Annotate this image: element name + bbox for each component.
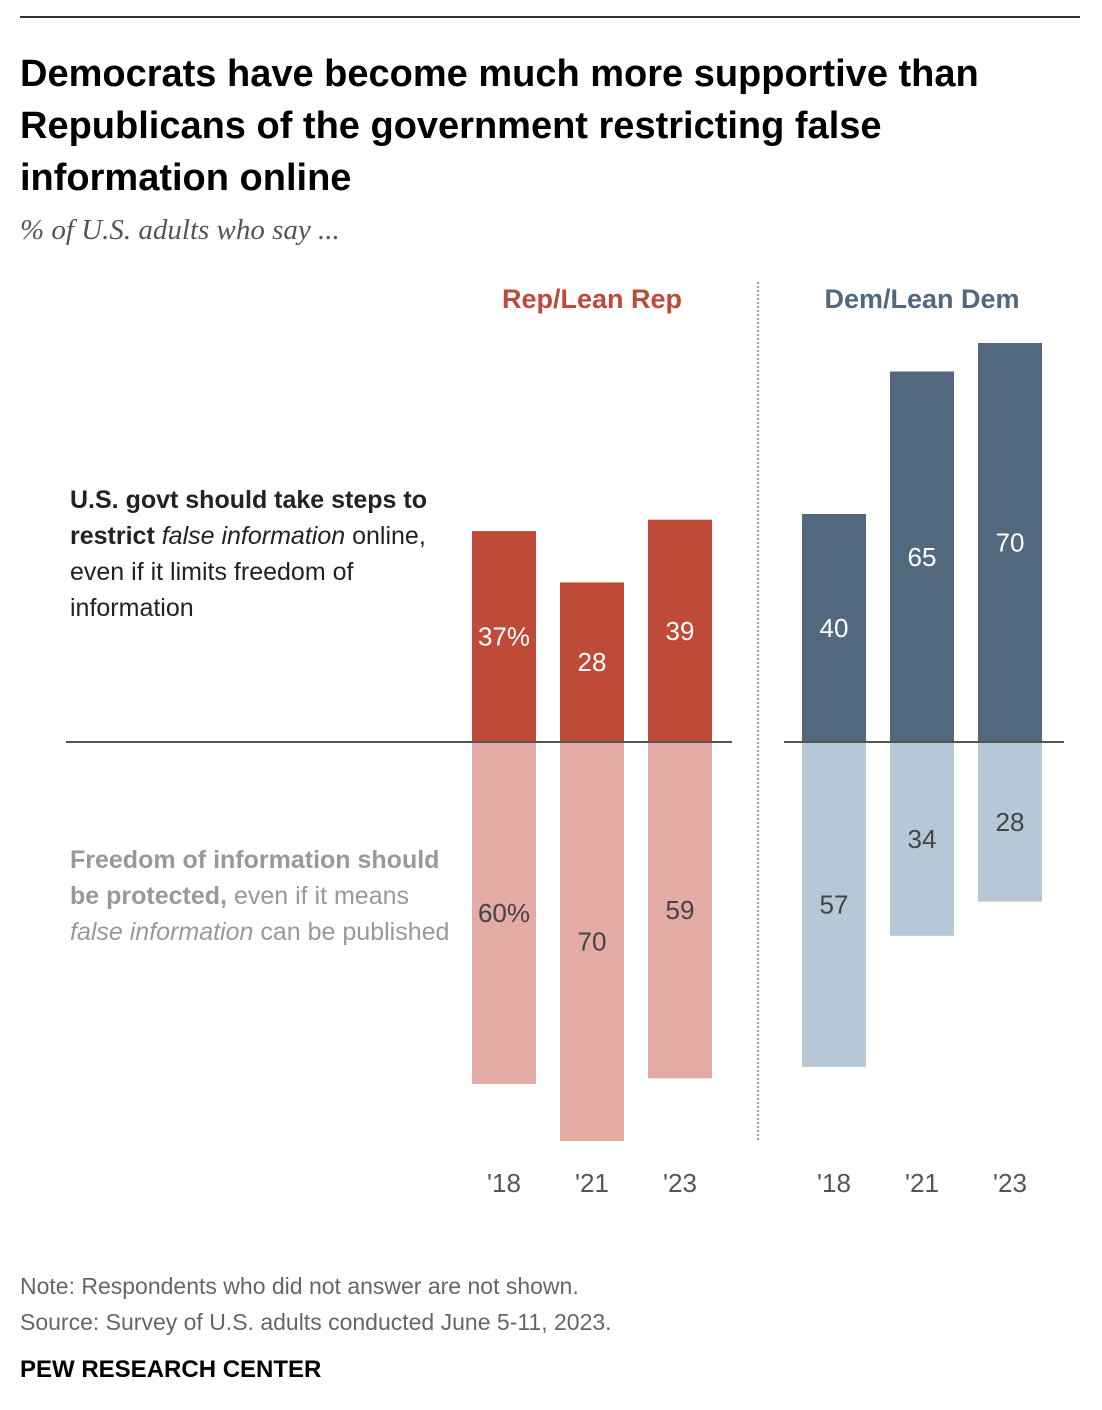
dem-x-tick-label-1: '21 — [905, 1168, 939, 1198]
dem-upper-bar-2 — [978, 343, 1042, 742]
dem-lower-bar-2 — [978, 742, 1042, 902]
rep-upper-value-label-2: 39 — [666, 616, 695, 646]
lower-label-part-1: Freedom of information should be protect… — [70, 846, 440, 910]
lower-series-label: Freedom of information should be protect… — [70, 842, 460, 950]
upper-label-part-3: online, even if it limits freedom of inf… — [70, 522, 426, 622]
rep-lower-value-label-0: 60% — [478, 898, 530, 928]
upper-label-part-1: U.S. govt should take steps to restrict — [70, 486, 427, 550]
dem-lower-bar-0 — [802, 742, 866, 1067]
dem-upper-value-label-0: 40 — [820, 613, 849, 643]
rep-upper-bar-2 — [648, 519, 712, 742]
lower-label-part-4: can be published — [260, 918, 450, 946]
rep-upper-bar-0 — [472, 531, 536, 742]
dem-x-tick-label-0: '18 — [817, 1168, 851, 1198]
dem-lower-value-label-0: 57 — [820, 889, 849, 919]
footnote: Note: Respondents who did not answer are… — [20, 1268, 612, 1340]
brand-logo-text: PEW RESEARCH CENTER — [20, 1356, 322, 1383]
upper-series-label: U.S. govt should take steps to restrict … — [70, 482, 460, 626]
chart-title: Democrats have become much more supporti… — [20, 53, 979, 199]
group-label-rep: Rep/Lean Rep — [501, 284, 683, 314]
dem-x-tick-label-2: '23 — [993, 1168, 1027, 1198]
rep-upper-value-label-1: 28 — [578, 647, 607, 677]
dem-lower-value-label-1: 34 — [908, 824, 937, 854]
upper-label-part-2: false information — [161, 522, 346, 550]
source-text: Source: Survey of U.S. adults conducted … — [20, 1309, 612, 1335]
rep-upper-bar-1 — [560, 582, 624, 742]
group-label-dem: Dem/Lean Dem — [824, 284, 1020, 314]
lower-label-part-2: even if it means — [233, 882, 410, 910]
rep-x-tick-label-0: '18 — [487, 1168, 521, 1198]
rep-x-tick-label-2: '23 — [663, 1168, 697, 1198]
dem-upper-bar-0 — [802, 514, 866, 742]
note-text: Note: Respondents who did not answer are… — [20, 1273, 579, 1299]
rep-lower-bar-1 — [560, 742, 624, 1141]
lower-label-part-3: false information — [70, 918, 254, 946]
top-rule — [20, 16, 1080, 18]
rep-lower-bar-0 — [472, 742, 536, 1084]
dem-upper-value-label-1: 65 — [908, 542, 937, 572]
rep-lower-bar-2 — [648, 742, 712, 1079]
rep-x-tick-label-1: '21 — [575, 1168, 609, 1198]
chart-subtitle: % of U.S. adults who say ... — [20, 214, 340, 246]
dem-upper-value-label-2: 70 — [996, 528, 1025, 558]
rep-lower-value-label-1: 70 — [578, 927, 607, 957]
dem-lower-value-label-2: 28 — [996, 807, 1025, 837]
rep-lower-value-label-2: 59 — [666, 895, 695, 925]
group-divider — [757, 282, 759, 1140]
dem-lower-bar-1 — [890, 742, 954, 936]
rep-upper-value-label-0: 37% — [478, 622, 530, 652]
dem-upper-bar-1 — [890, 371, 954, 742]
